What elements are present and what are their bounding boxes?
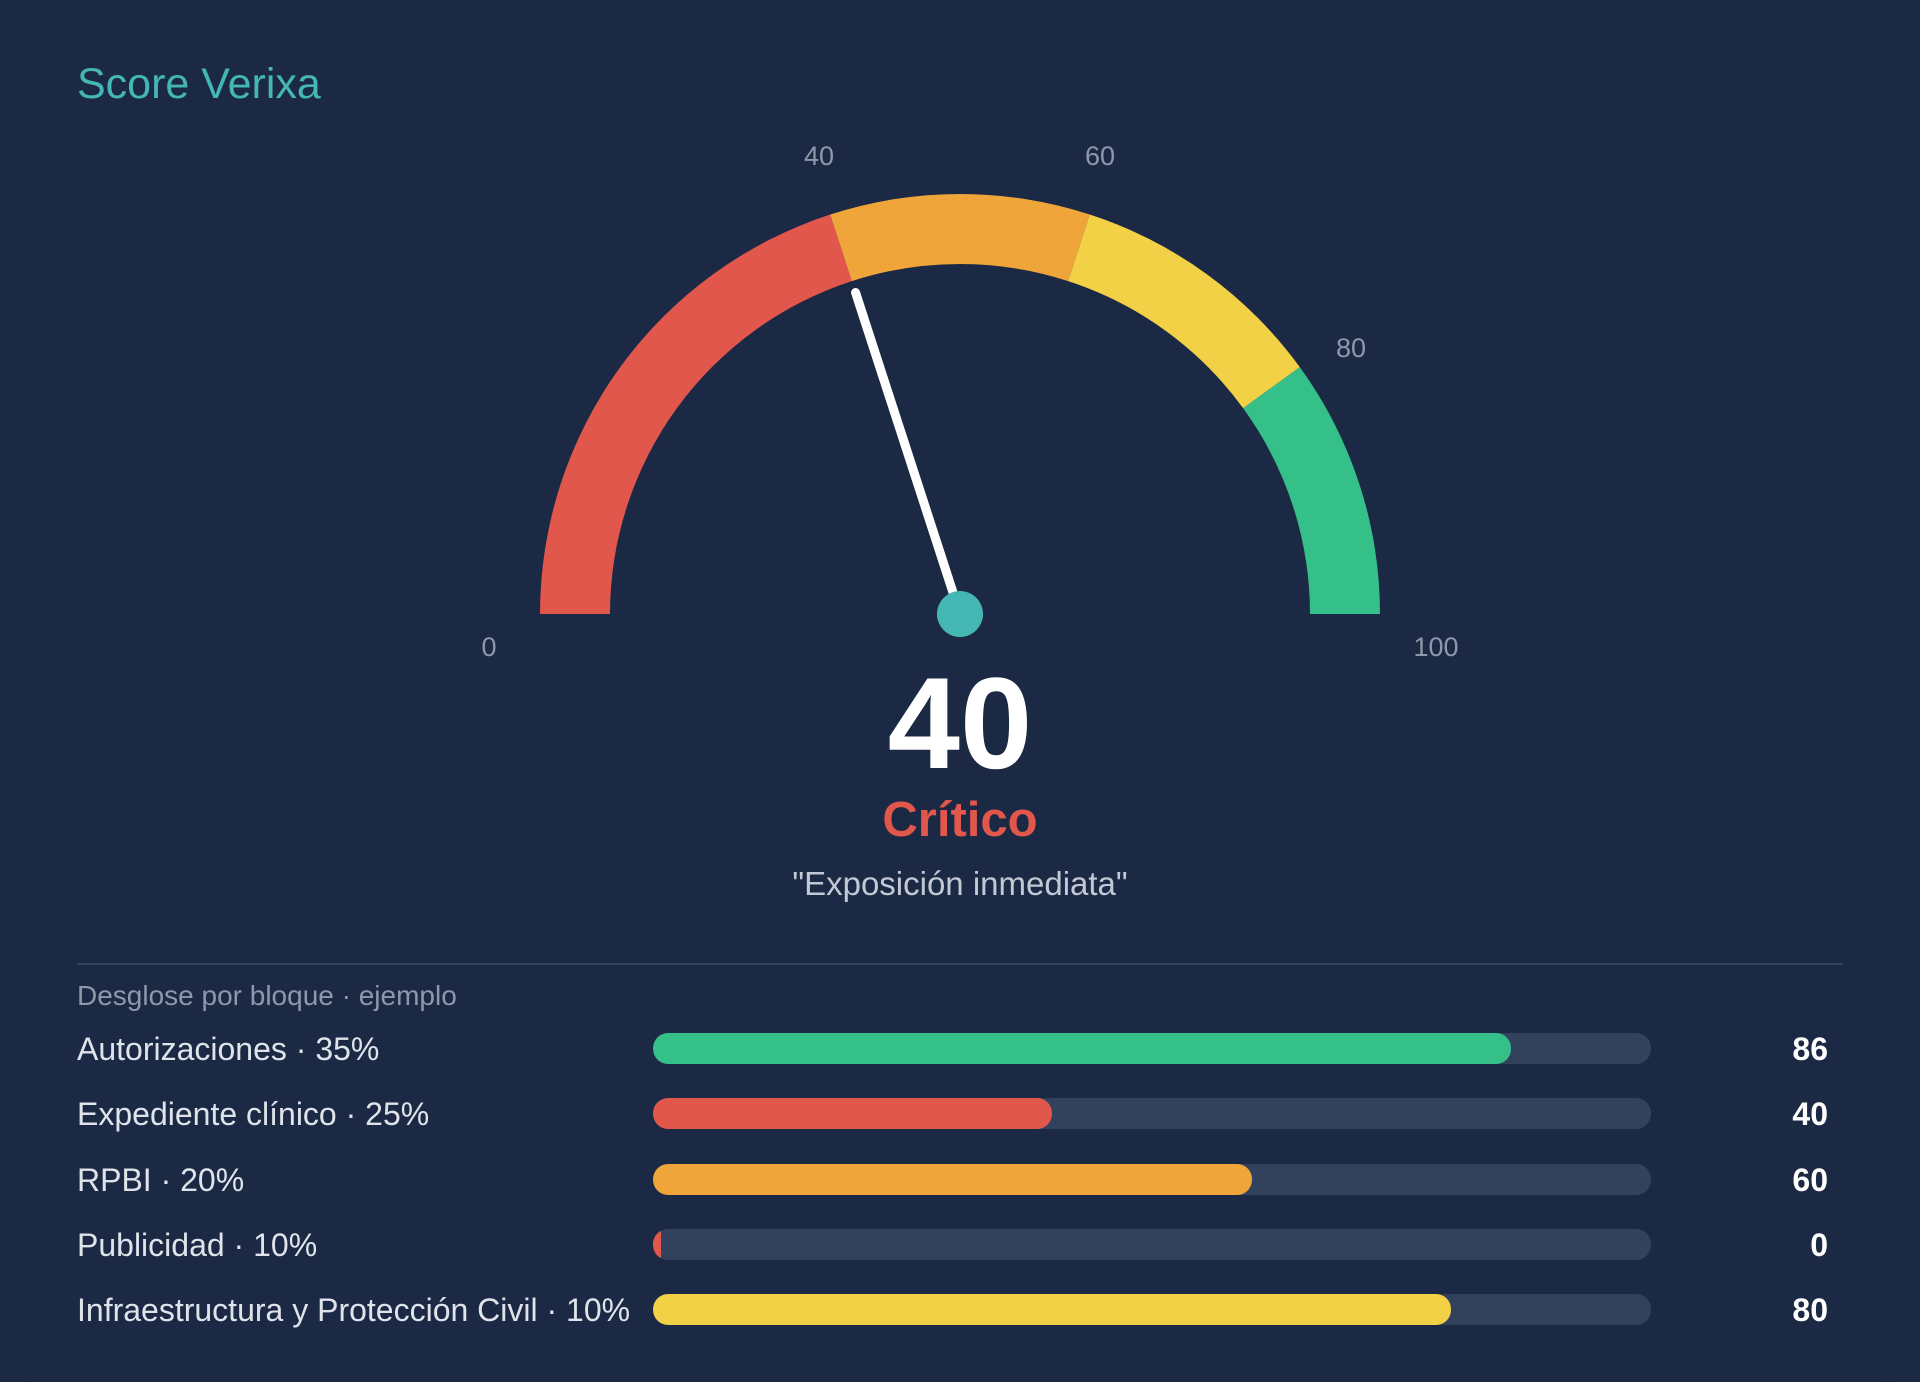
row-label: Infraestructura y Protección Civil · 10% [77,1292,631,1328]
progress-fill [653,1229,661,1260]
score-quote: "Exposición inmediata" [792,865,1128,902]
progress-fill [653,1033,1512,1064]
progress-track [653,1098,1651,1129]
progress-fill [653,1294,1452,1325]
breakdown-row-expediente-clinico: Expediente clínico · 25% 40 [0,1089,1920,1139]
row-value: 0 [1810,1227,1828,1263]
row-label: Autorizaciones · 35% [77,1031,380,1067]
breakdown-row-infraestructura: Infraestructura y Protección Civil · 10%… [0,1285,1920,1335]
progress-fill [653,1098,1053,1129]
breakdown-row-rpbi: RPBI · 20% 60 [0,1155,1920,1205]
row-label: Expediente clínico · 25% [77,1096,430,1132]
gauge-tick-40: 40 [804,141,834,171]
row-label: RPBI · 20% [77,1162,245,1198]
progress-fill [653,1164,1252,1195]
gauge-hub [937,591,983,637]
gauge-tick-labels: 0 40 60 80 100 [481,141,1458,662]
score-value: 40 [887,650,1033,796]
gauge-tick-100: 100 [1413,632,1458,662]
gauge-segment-2 [1068,214,1300,409]
gauge-segments [540,194,1380,614]
row-value: 80 [1792,1292,1828,1328]
progress-track [653,1033,1651,1064]
progress-track [653,1164,1651,1195]
gauge-needle [851,288,965,619]
row-label: Publicidad · 10% [77,1227,318,1263]
gauge-tick-80: 80 [1336,333,1366,363]
breakdown-row-autorizaciones: Autorizaciones · 35% 86 [0,1024,1920,1074]
row-value: 60 [1792,1162,1828,1198]
score-status: Crítico [882,793,1038,847]
card-title: Score Verixa [77,60,321,108]
gauge-tick-60: 60 [1085,141,1115,171]
divider [77,963,1843,965]
gauge-segment-3 [1243,367,1380,614]
row-value: 86 [1792,1031,1828,1067]
progress-track [653,1294,1651,1325]
gauge-segment-1 [830,194,1090,282]
gauge-tick-0: 0 [481,632,496,662]
row-value: 40 [1792,1096,1828,1132]
progress-track [653,1229,1651,1260]
breakdown-row-publicidad: Publicidad · 10% 0 [0,1220,1920,1270]
score-gauge: 0 40 60 80 100 [481,141,1458,662]
breakdown-caption: Desglose por bloque · ejemplo [77,980,457,1011]
gauge-segment-0 [540,214,852,614]
